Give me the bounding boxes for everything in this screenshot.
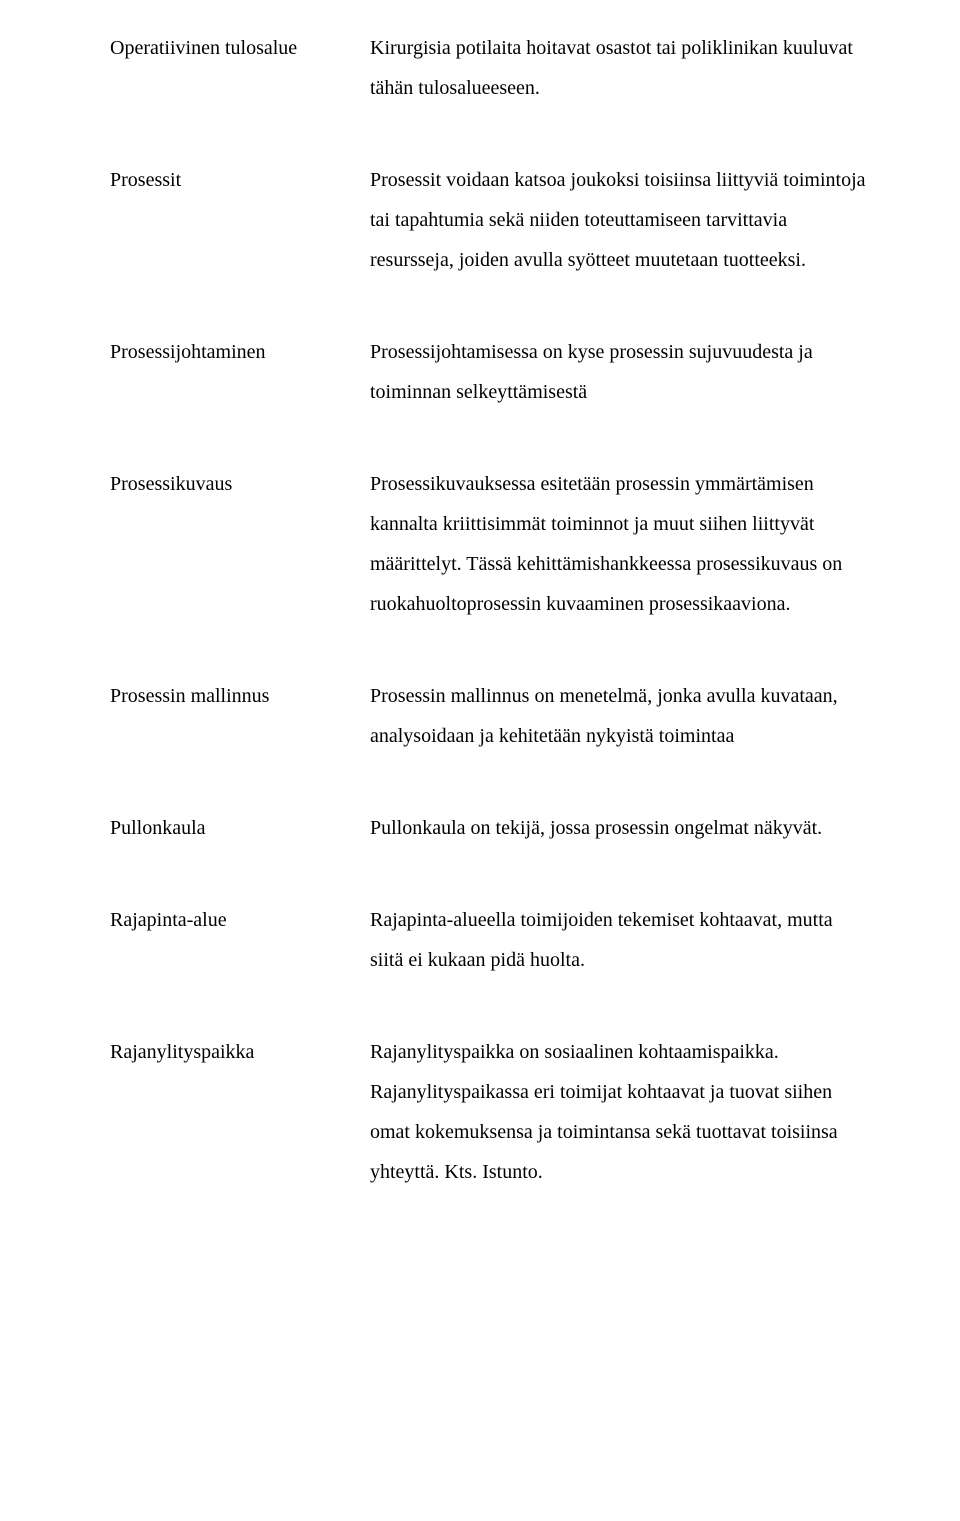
definition: Prosessijohtamisessa on kyse prosessin s… [370, 332, 870, 412]
glossary-entry: Operatiivinen tulosalue Kirurgisia potil… [110, 28, 870, 108]
definition: Pullonkaula on tekijä, jossa prosessin o… [370, 808, 870, 848]
definition: Rajapinta-alueella toimijoiden tekemiset… [370, 900, 870, 980]
glossary-entry: Rajapinta-alue Rajapinta-alueella toimij… [110, 900, 870, 980]
glossary-entry: Prosessit Prosessit voidaan katsoa jouko… [110, 160, 870, 280]
glossary-entry: Prosessin mallinnus Prosessin mallinnus … [110, 676, 870, 756]
term: Pullonkaula [110, 808, 370, 848]
definition: Kirurgisia potilaita hoitavat osastot ta… [370, 28, 870, 108]
term: Prosessijohtaminen [110, 332, 370, 372]
glossary-entry: Prosessikuvaus Prosessikuvauksessa esite… [110, 464, 870, 624]
glossary-entry: Rajanylityspaikka Rajanylityspaikka on s… [110, 1032, 870, 1192]
glossary-entry: Prosessijohtaminen Prosessijohtamisessa … [110, 332, 870, 412]
term: Rajapinta-alue [110, 900, 370, 940]
term: Rajanylityspaikka [110, 1032, 370, 1072]
term: Prosessit [110, 160, 370, 200]
term: Operatiivinen tulosalue [110, 28, 370, 68]
definition: Prosessit voidaan katsoa joukoksi toisii… [370, 160, 870, 280]
term: Prosessikuvaus [110, 464, 370, 504]
definition: Rajanylityspaikka on sosiaalinen kohtaam… [370, 1032, 870, 1192]
glossary-entry: Pullonkaula Pullonkaula on tekijä, jossa… [110, 808, 870, 848]
page: Operatiivinen tulosalue Kirurgisia potil… [0, 0, 960, 1284]
term: Prosessin mallinnus [110, 676, 370, 716]
definition: Prosessin mallinnus on menetelmä, jonka … [370, 676, 870, 756]
definition: Prosessikuvauksessa esitetään prosessin … [370, 464, 870, 624]
